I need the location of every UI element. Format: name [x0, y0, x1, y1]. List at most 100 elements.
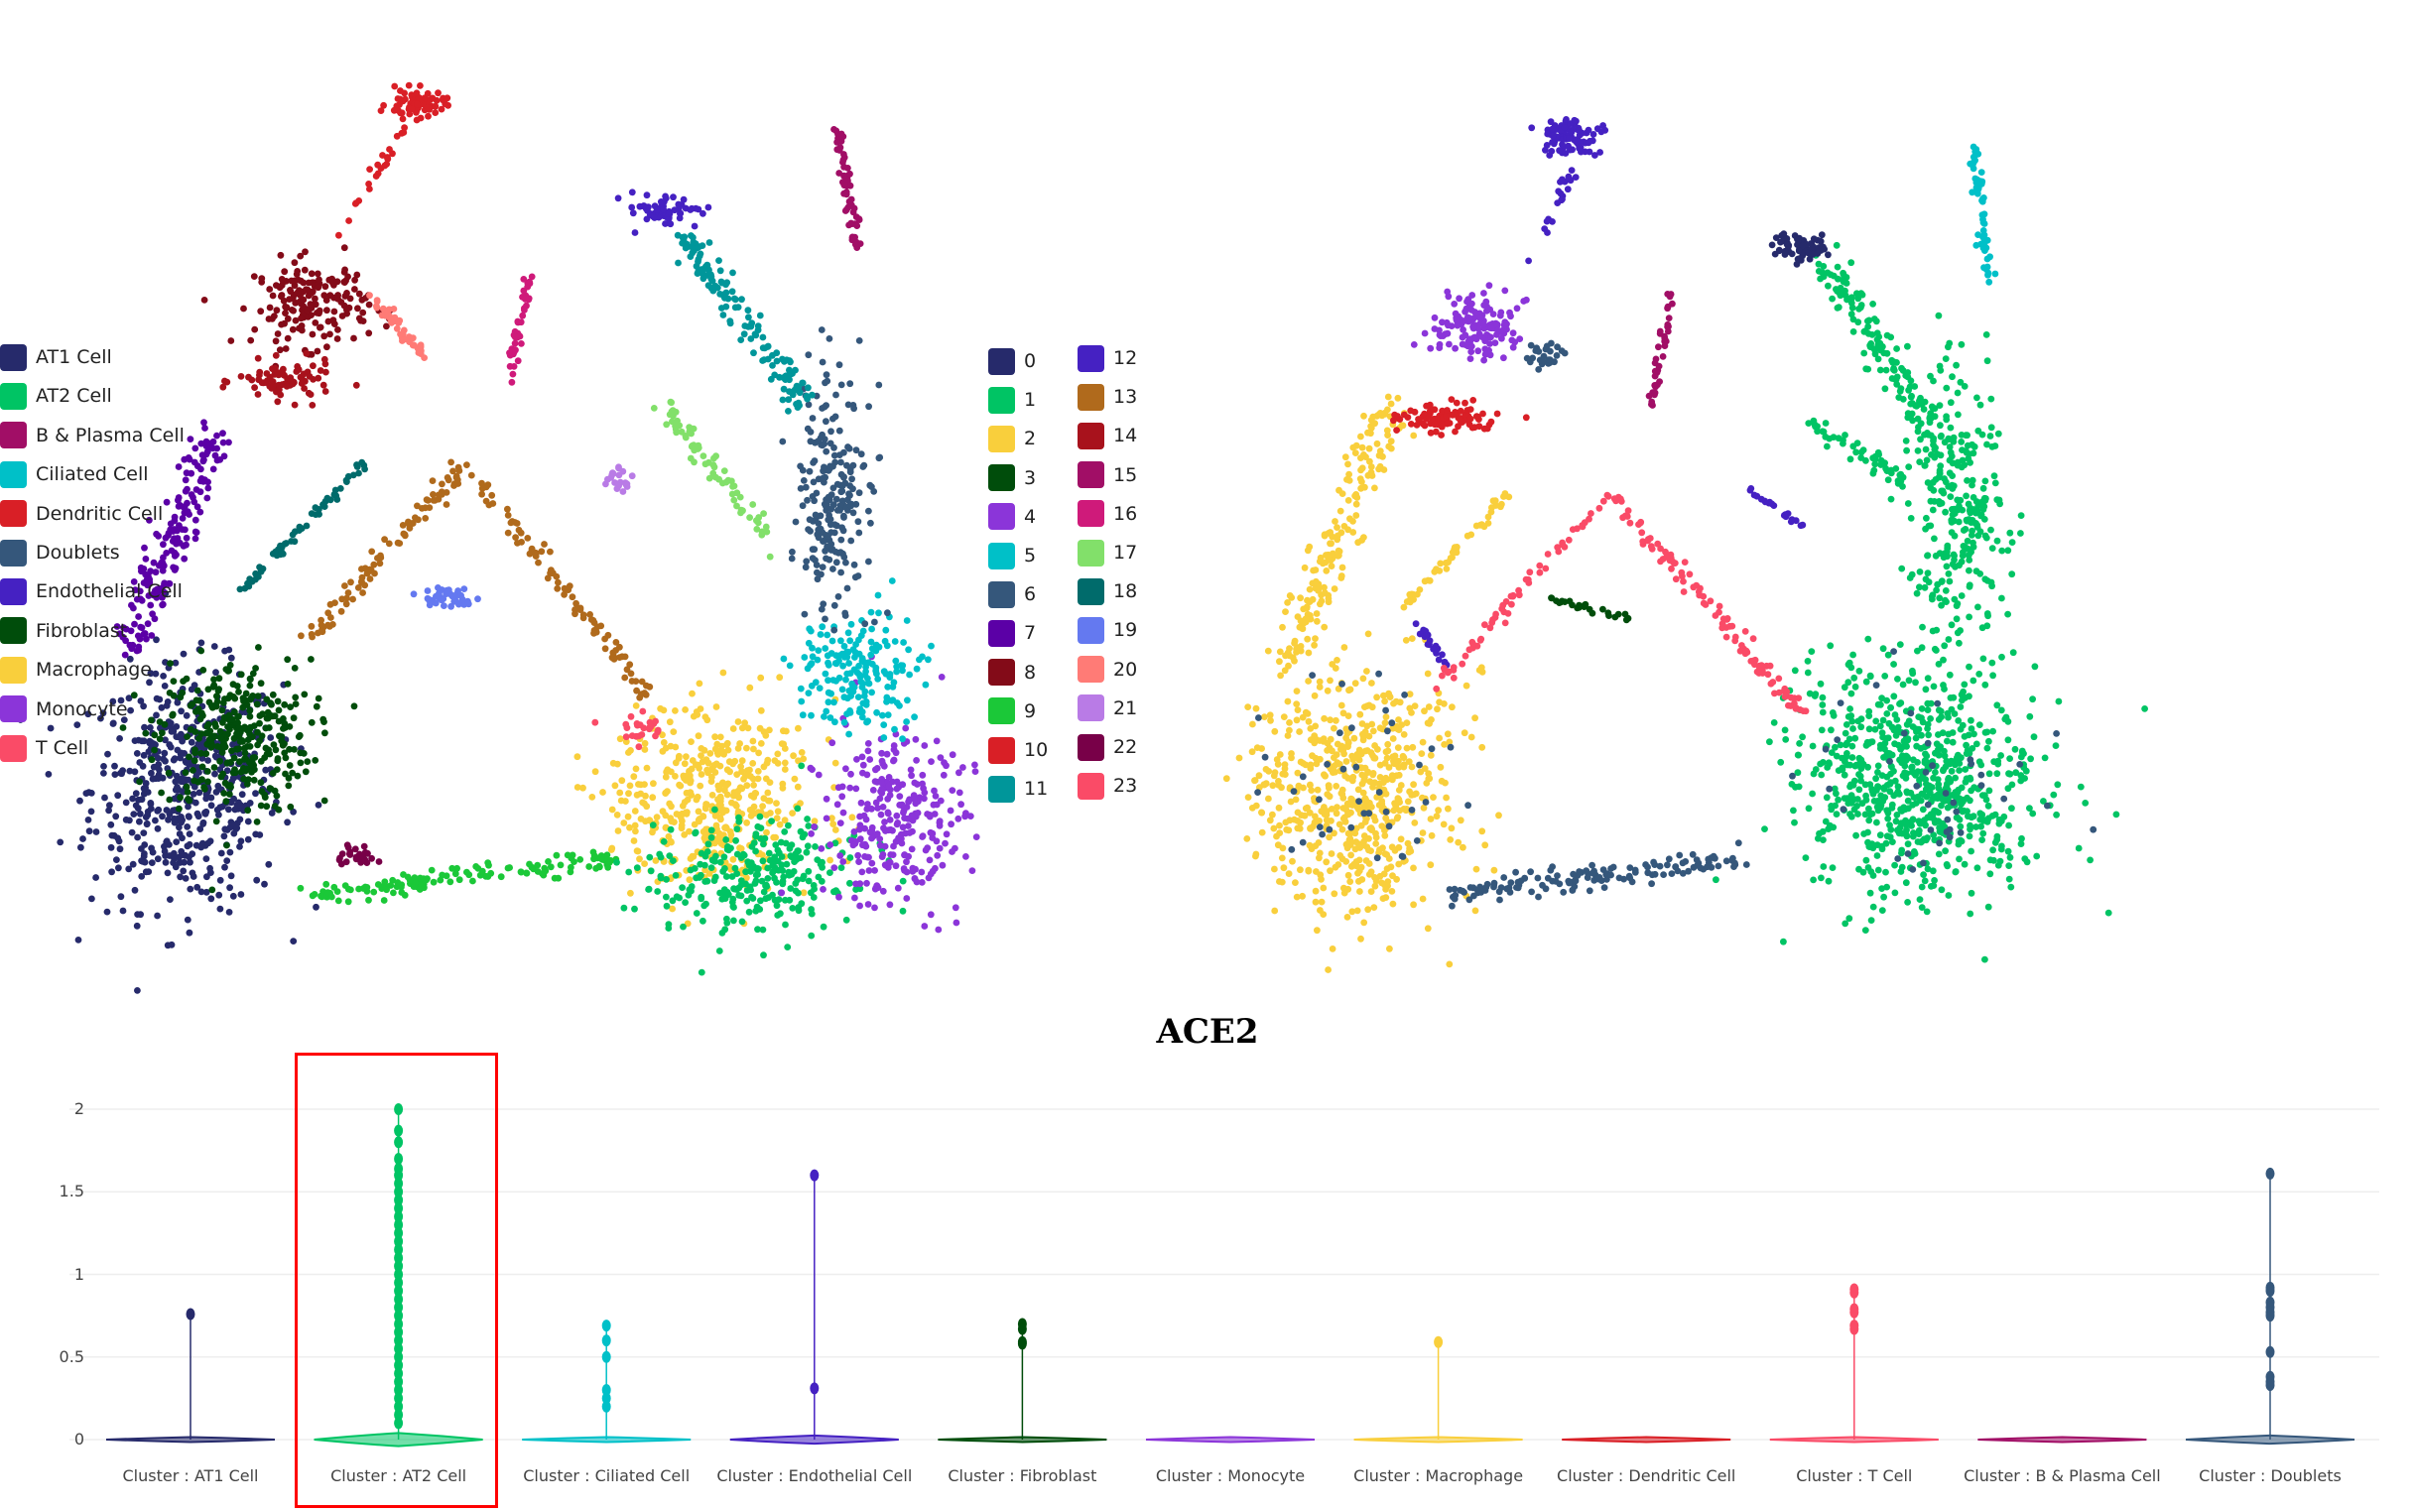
- point: [798, 749, 806, 756]
- point: [795, 724, 802, 732]
- point: [840, 514, 847, 521]
- point: [343, 478, 350, 485]
- point: [750, 745, 757, 753]
- point: [1337, 572, 1345, 579]
- point: [164, 698, 172, 705]
- point: [749, 737, 757, 745]
- point: [1349, 529, 1357, 536]
- point: [820, 600, 827, 608]
- point: [171, 815, 178, 822]
- point: [688, 883, 696, 890]
- point: [892, 657, 900, 665]
- point: [101, 794, 108, 802]
- point: [730, 496, 738, 504]
- point: [937, 797, 945, 805]
- point: [1380, 779, 1387, 786]
- point: [257, 680, 265, 688]
- point: [320, 797, 328, 805]
- point: [312, 319, 319, 326]
- point: [693, 796, 700, 804]
- point: [1865, 817, 1873, 824]
- point: [1347, 862, 1355, 870]
- point: [161, 749, 169, 757]
- point: [1340, 644, 1348, 651]
- point: [1914, 759, 1921, 766]
- point: [848, 687, 855, 694]
- point: [707, 864, 715, 871]
- point: [840, 718, 848, 726]
- point: [1993, 701, 2001, 709]
- point: [1919, 806, 1927, 814]
- point: [637, 790, 645, 798]
- point: [705, 239, 713, 246]
- point: [478, 479, 485, 487]
- point: [542, 867, 550, 875]
- point: [244, 579, 251, 587]
- point: [225, 806, 232, 814]
- point: [657, 874, 665, 882]
- point: [336, 485, 344, 492]
- point: [699, 267, 706, 275]
- point: [717, 795, 724, 803]
- point: [852, 880, 859, 888]
- point: [605, 859, 613, 866]
- point: [320, 718, 327, 725]
- point: [312, 295, 318, 303]
- point: [1332, 863, 1339, 871]
- point: [1351, 449, 1359, 456]
- point: [643, 764, 651, 772]
- point: [1350, 734, 1358, 742]
- point: [2005, 821, 2012, 829]
- point: [359, 309, 367, 316]
- point: [1341, 772, 1349, 780]
- point: [273, 766, 281, 773]
- point: [759, 851, 766, 859]
- point: [752, 877, 760, 885]
- point: [810, 459, 817, 466]
- point: [611, 782, 619, 790]
- point: [298, 632, 305, 640]
- point: [317, 367, 324, 374]
- point: [1285, 870, 1293, 877]
- point: [686, 428, 694, 436]
- point: [424, 594, 432, 602]
- point: [344, 589, 352, 596]
- point: [230, 795, 238, 803]
- point: [322, 368, 329, 376]
- point: [259, 710, 266, 718]
- point: [446, 878, 454, 886]
- point: [1296, 623, 1304, 631]
- point: [921, 742, 929, 749]
- point: [170, 678, 178, 685]
- point: [769, 891, 776, 899]
- point: [393, 132, 401, 140]
- point: [872, 667, 880, 675]
- point: [147, 800, 155, 807]
- point: [854, 851, 862, 859]
- point: [876, 795, 884, 803]
- point: [601, 645, 609, 653]
- point: [2007, 883, 2015, 891]
- point: [165, 769, 173, 777]
- point: [1362, 797, 1370, 804]
- point: [573, 784, 581, 791]
- point: [859, 761, 867, 769]
- point: [1341, 453, 1349, 461]
- point: [1932, 769, 1939, 776]
- point: [873, 830, 881, 837]
- point: [608, 806, 616, 814]
- point: [635, 743, 643, 751]
- point: [1357, 433, 1364, 441]
- point: [405, 81, 413, 89]
- point: [467, 471, 475, 479]
- point: [1981, 955, 1988, 963]
- point: [1327, 540, 1334, 548]
- point: [1327, 677, 1334, 685]
- point: [633, 864, 641, 871]
- point: [762, 731, 770, 739]
- point: [805, 822, 813, 829]
- point: [1381, 831, 1389, 839]
- point: [1408, 763, 1416, 771]
- point: [174, 698, 182, 706]
- point: [207, 736, 215, 744]
